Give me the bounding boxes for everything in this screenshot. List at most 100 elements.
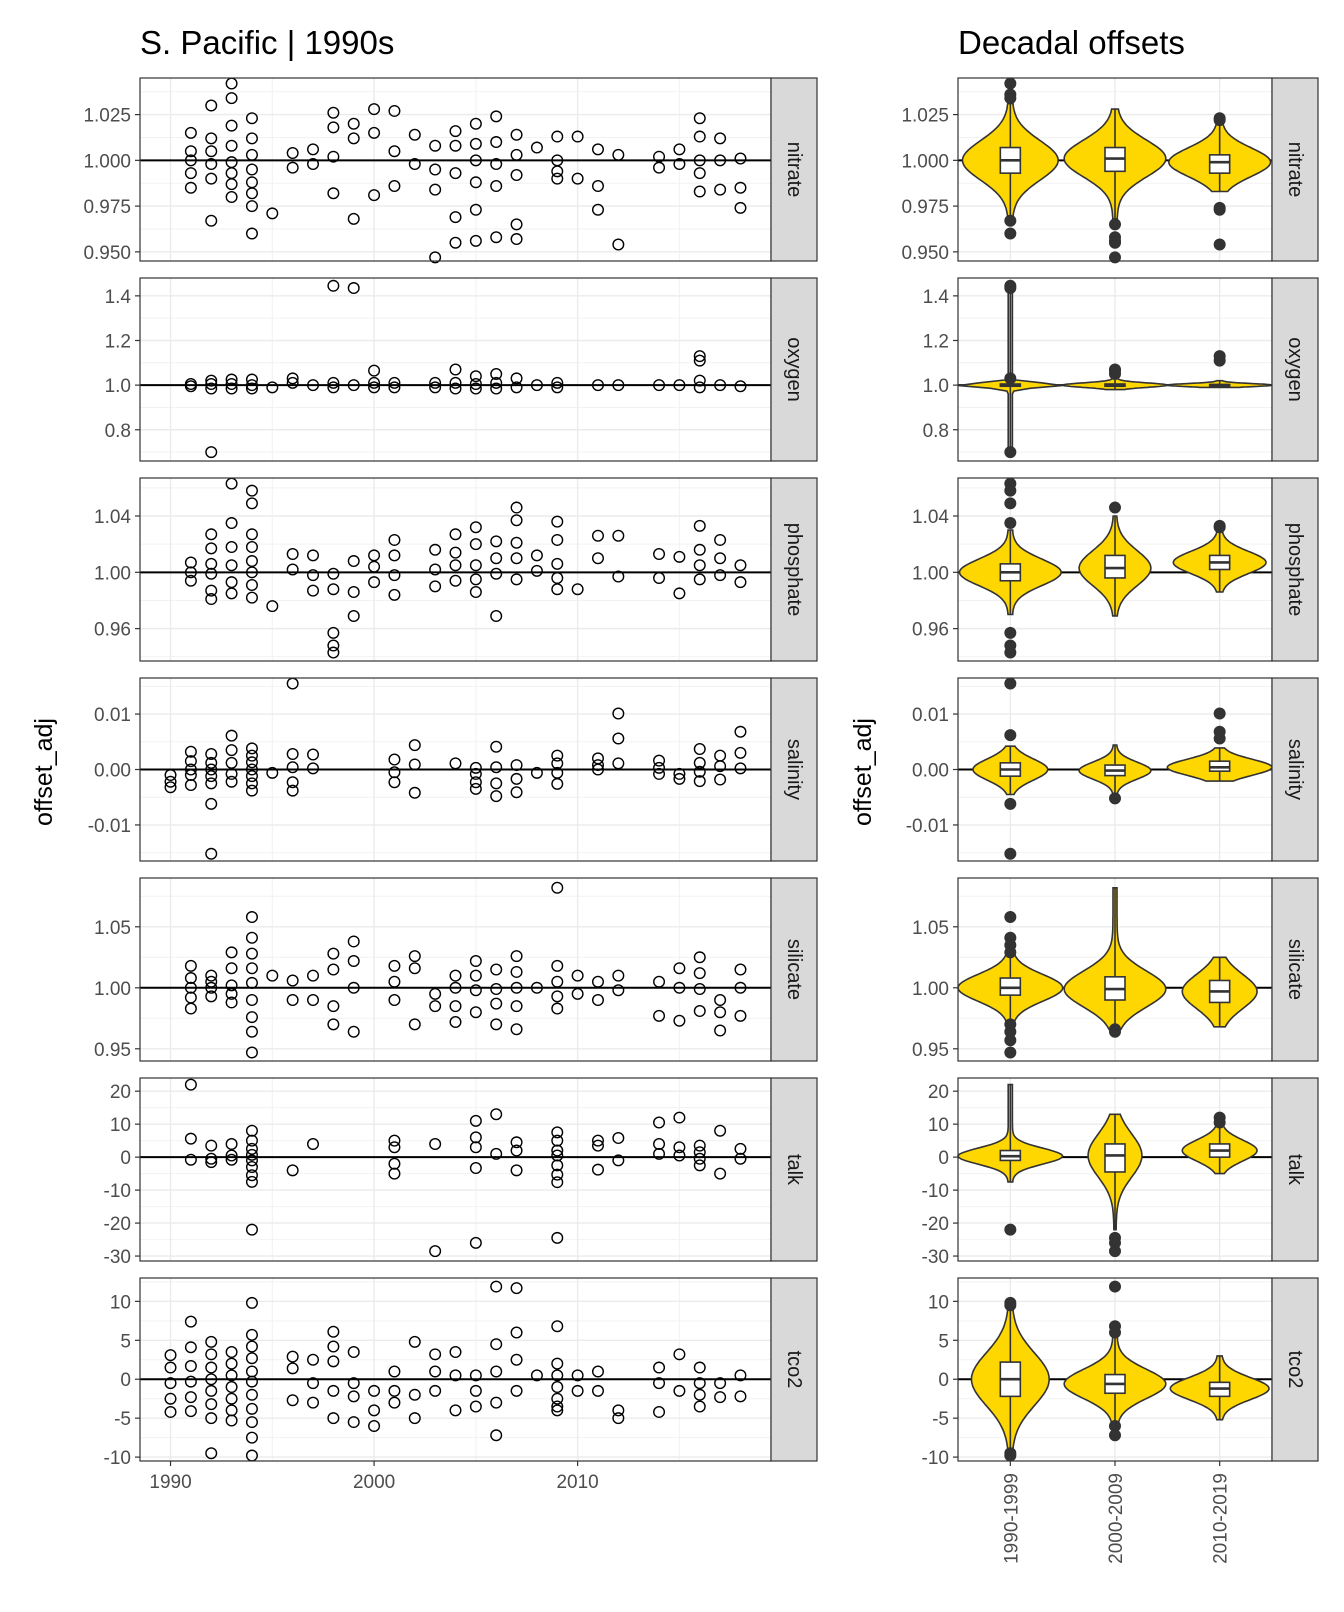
data-point bbox=[591, 975, 604, 988]
data-point bbox=[510, 1326, 523, 1339]
data-point bbox=[245, 187, 258, 200]
data-point bbox=[449, 363, 462, 376]
outlier-point bbox=[1004, 1449, 1017, 1462]
outlier-point bbox=[1004, 92, 1017, 105]
outlier-point bbox=[1004, 372, 1017, 385]
data-point bbox=[184, 566, 197, 579]
data-point bbox=[368, 1384, 381, 1397]
violin-y-tick-label: -10 bbox=[922, 1448, 949, 1469]
data-point bbox=[551, 1392, 564, 1405]
data-point bbox=[286, 776, 299, 789]
data-point bbox=[225, 119, 238, 132]
data-point bbox=[714, 1391, 727, 1404]
data-point bbox=[164, 775, 177, 788]
data-point bbox=[388, 1396, 401, 1409]
data-point bbox=[245, 484, 258, 497]
data-point bbox=[734, 981, 747, 994]
data-point bbox=[347, 586, 360, 599]
violin-strip-label: tco2 bbox=[1284, 1351, 1306, 1389]
data-point bbox=[469, 573, 482, 586]
data-point bbox=[225, 1381, 238, 1394]
data-point bbox=[469, 234, 482, 247]
data-point bbox=[673, 1384, 686, 1397]
data-point bbox=[612, 1154, 625, 1167]
data-point bbox=[347, 1025, 360, 1038]
data-point bbox=[449, 528, 462, 541]
data-point bbox=[245, 962, 258, 975]
data-point bbox=[673, 767, 686, 780]
data-point bbox=[205, 770, 218, 783]
data-point bbox=[693, 756, 706, 769]
data-point bbox=[245, 763, 258, 776]
violin-strip-label: nitrate bbox=[1284, 142, 1306, 198]
data-point bbox=[205, 567, 218, 580]
data-point bbox=[653, 1361, 666, 1374]
data-point bbox=[449, 139, 462, 152]
data-point bbox=[408, 739, 421, 752]
data-point bbox=[184, 126, 197, 139]
data-point bbox=[245, 1416, 258, 1429]
data-point bbox=[347, 935, 360, 948]
data-point bbox=[286, 747, 299, 760]
data-point bbox=[205, 132, 218, 145]
data-point bbox=[714, 1006, 727, 1019]
data-point bbox=[388, 588, 401, 601]
data-point bbox=[714, 760, 727, 773]
violin-y-tick-label: -5 bbox=[932, 1409, 949, 1430]
data-point bbox=[551, 1369, 564, 1382]
scatter-panel-phosphate: 0.96 1.00 1.04 phosphate bbox=[94, 477, 818, 662]
data-point bbox=[734, 725, 747, 738]
scatter-strip bbox=[770, 877, 818, 1062]
data-point bbox=[225, 382, 238, 395]
data-point bbox=[307, 158, 320, 171]
data-point bbox=[266, 207, 279, 220]
data-point bbox=[693, 543, 706, 556]
data-point bbox=[245, 976, 258, 989]
data-point bbox=[225, 559, 238, 572]
data-point bbox=[245, 1223, 258, 1236]
data-point bbox=[184, 380, 197, 393]
data-point bbox=[225, 190, 238, 203]
outlier-point bbox=[1213, 732, 1226, 745]
data-point bbox=[653, 161, 666, 174]
data-point bbox=[653, 754, 666, 767]
outlier-point bbox=[1004, 77, 1017, 90]
data-point bbox=[693, 381, 706, 394]
violin-strip-label: salinity bbox=[1284, 739, 1306, 800]
left-chart-title: S. Pacific | 1990s bbox=[140, 24, 394, 61]
data-point bbox=[673, 550, 686, 563]
data-point bbox=[510, 786, 523, 799]
data-point bbox=[327, 583, 340, 596]
data-point bbox=[164, 1392, 177, 1405]
data-point bbox=[266, 600, 279, 613]
data-point bbox=[510, 1023, 523, 1036]
data-point bbox=[245, 1169, 258, 1182]
data-point bbox=[510, 1000, 523, 1013]
outlier-point bbox=[1213, 203, 1226, 216]
data-point bbox=[245, 1154, 258, 1167]
data-point bbox=[205, 158, 218, 171]
data-point bbox=[490, 761, 503, 774]
data-point bbox=[245, 1161, 258, 1174]
scatter-y-tick-label: 0.975 bbox=[83, 197, 131, 218]
data-point bbox=[591, 203, 604, 216]
outlier-point bbox=[1004, 497, 1017, 510]
data-point bbox=[245, 931, 258, 944]
data-point bbox=[449, 559, 462, 572]
outlier-point bbox=[1109, 501, 1121, 514]
data-point bbox=[612, 238, 625, 251]
data-point bbox=[673, 772, 686, 785]
data-point bbox=[408, 1335, 421, 1348]
outlier-point bbox=[1004, 797, 1017, 810]
data-point bbox=[205, 446, 218, 459]
data-point bbox=[286, 161, 299, 174]
data-point bbox=[184, 574, 197, 587]
data-point bbox=[164, 1349, 177, 1362]
data-point bbox=[571, 172, 584, 185]
outlier-point bbox=[1004, 214, 1017, 227]
data-point bbox=[612, 148, 625, 161]
data-point bbox=[551, 757, 564, 770]
data-point bbox=[245, 1175, 258, 1188]
data-point bbox=[205, 1348, 218, 1361]
data-point bbox=[591, 1134, 604, 1147]
